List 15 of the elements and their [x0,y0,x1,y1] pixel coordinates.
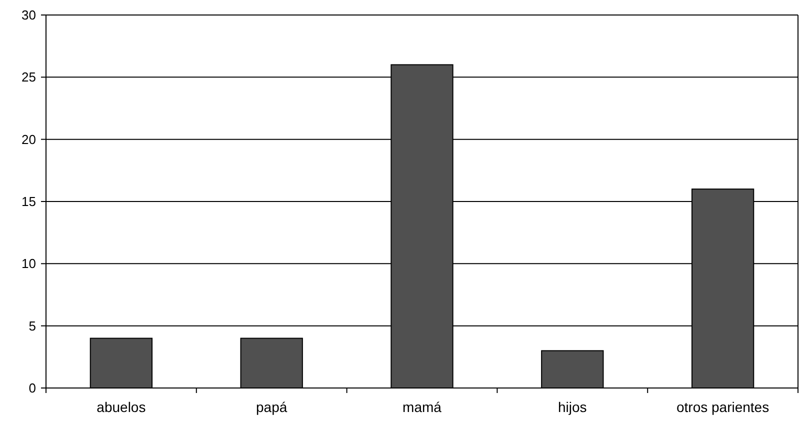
x-tick-label: papá [256,399,288,415]
y-tick-label: 10 [22,256,36,272]
y-tick-label: 0 [28,380,36,396]
bar [240,338,303,388]
y-tick-label: 5 [28,318,36,334]
bar [541,350,604,388]
y-tick-label: 15 [22,194,36,210]
y-tick-label: 25 [22,70,36,85]
x-tick-label: mamá [402,399,442,415]
y-tick-label: 20 [22,132,36,147]
x-tick-label: otros parientes [676,399,770,415]
y-tick-label: 30 [22,8,36,23]
bar [90,338,153,388]
x-tick-label: abuelos [96,399,146,415]
x-tick-label: hijos [558,399,587,415]
